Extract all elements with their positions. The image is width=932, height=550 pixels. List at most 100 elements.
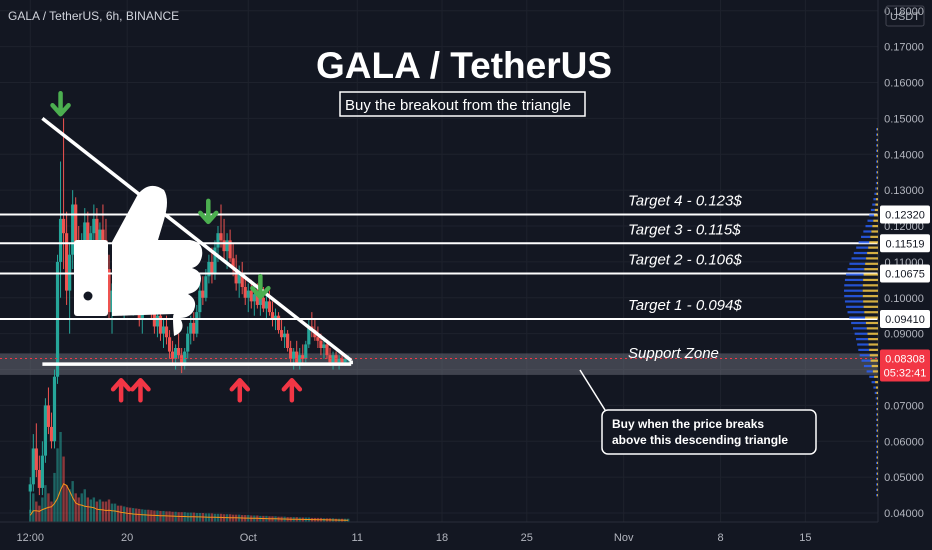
target-label: Target 4 - 0.123$ <box>628 193 742 210</box>
volume-profile-bar <box>876 155 878 158</box>
volume-profile-bar <box>870 235 878 238</box>
candle-body <box>249 290 253 302</box>
volume-bar <box>35 501 38 522</box>
time-tick-label: 25 <box>521 532 533 544</box>
descending-triangle <box>41 117 353 366</box>
volume-profile-bar <box>869 375 875 378</box>
volume-bar <box>122 506 126 522</box>
volume-profile-bar <box>876 483 878 486</box>
volume-profile-bar <box>876 494 878 497</box>
candle-body <box>337 358 341 363</box>
volume-profile-bar <box>875 381 878 384</box>
candle-body <box>231 258 235 270</box>
volume-profile-bar <box>871 364 878 368</box>
volume-profile-bar <box>856 338 869 341</box>
volume-bar <box>119 505 123 522</box>
volume-profile-bar <box>872 203 876 206</box>
volume-profile-bar <box>866 257 878 260</box>
candle-body <box>279 330 284 338</box>
candle-body <box>240 272 244 288</box>
volume-profile-bar <box>876 171 878 174</box>
volume-profile-bar <box>859 354 870 357</box>
candle-body <box>170 351 175 359</box>
volume-profile-bar <box>875 198 878 201</box>
volume-profile-bar <box>844 278 864 282</box>
candle-body <box>289 348 293 359</box>
arrow-markers <box>50 90 303 403</box>
candle-body <box>282 333 287 338</box>
volume-profile-bar <box>846 305 864 308</box>
volume-bar <box>59 432 62 522</box>
time-tick-label: 15 <box>799 532 811 544</box>
volume-profile-bar <box>877 133 878 136</box>
volume-profile-bar <box>876 456 878 459</box>
triangle-upper-line <box>41 117 353 362</box>
volume-bar <box>168 511 171 522</box>
volume-bar <box>92 497 96 522</box>
volume-profile-bar <box>871 230 878 233</box>
volume-profile-bar <box>877 165 878 169</box>
candle-body <box>322 344 326 348</box>
volume-profile-bar <box>877 181 878 185</box>
volume-profile-bar <box>863 273 878 276</box>
target-label: Target 1 - 0.094$ <box>628 297 742 314</box>
volume-profile-bar <box>877 413 878 416</box>
candle-body <box>304 344 308 359</box>
volume-profile-bar <box>877 155 878 158</box>
price-tick-label: 0.07000 <box>884 400 924 412</box>
volume-profile-bar <box>877 176 878 179</box>
candle-body <box>61 218 66 234</box>
volume-profile-bar <box>876 488 878 491</box>
volume-profile-bar <box>875 187 877 190</box>
candle-body <box>246 290 250 298</box>
volume-bar <box>207 513 211 522</box>
volume-bar <box>53 472 56 522</box>
volume-bar <box>234 514 238 522</box>
volume-profile-bar <box>870 359 878 362</box>
volume-profile-bar <box>866 370 873 373</box>
volume-bar <box>132 508 135 522</box>
arrow-up-icon <box>281 378 303 403</box>
volume-profile-bar <box>872 370 878 373</box>
candle-body <box>92 218 96 234</box>
currency-badge[interactable] <box>885 5 925 27</box>
price-tick-label: 0.17000 <box>884 42 924 54</box>
volume-profile-bar <box>876 440 878 443</box>
candle-body <box>319 340 323 348</box>
volume-profile-bar <box>875 203 878 206</box>
volume-profile-bar <box>861 235 871 238</box>
volume-profile-bar <box>857 343 869 346</box>
target-label: Target 2 - 0.106$ <box>628 252 742 269</box>
volume-profile-bar <box>868 246 878 249</box>
volume-profile-bar <box>843 289 863 292</box>
candle-body <box>192 322 196 334</box>
candle-body <box>201 290 205 298</box>
volume-profile-bar <box>876 467 878 470</box>
volume-profile-bar <box>876 144 878 147</box>
price-tick-label: 0.12000 <box>884 221 924 233</box>
volume-bar <box>113 503 117 522</box>
volume-bar <box>135 508 138 522</box>
volume-profile-bar <box>876 407 878 411</box>
volume-profile-bar <box>876 133 878 136</box>
candle-body <box>86 222 90 255</box>
volume-profile-bar <box>877 138 878 142</box>
candle-body <box>258 297 262 305</box>
target-price-tag <box>880 234 930 253</box>
candle-body <box>98 229 102 244</box>
volume-bar <box>77 497 80 522</box>
volume-bar <box>86 497 89 522</box>
volume-bar <box>204 513 208 522</box>
volume-average-line <box>29 483 349 521</box>
candle-body <box>161 326 166 334</box>
volume-profile-bar <box>863 230 872 233</box>
volume-bar <box>144 509 147 522</box>
volume-profile-bar <box>862 294 878 298</box>
volume-profile-bar <box>877 402 878 405</box>
volume-profile-bar <box>844 300 864 303</box>
target-label: Target 3 - 0.115$ <box>628 221 741 238</box>
volume-bar <box>241 515 244 522</box>
volume-bar <box>68 489 71 522</box>
candle-body <box>295 351 299 363</box>
